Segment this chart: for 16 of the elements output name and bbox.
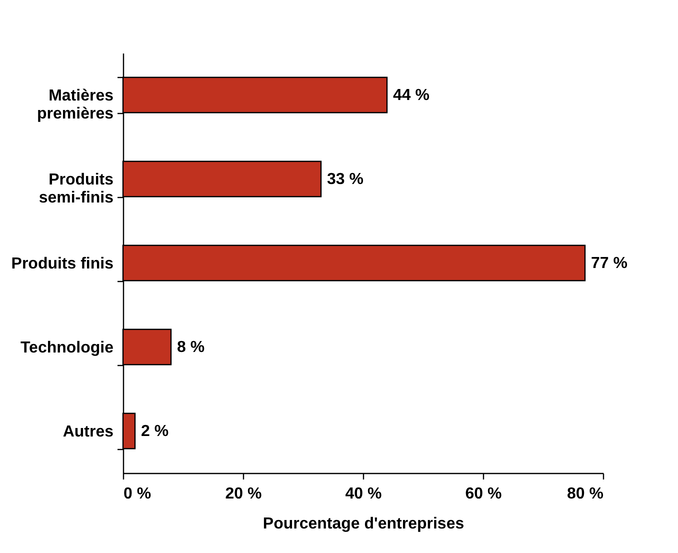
y-tick-label: Produits finis [11,256,114,272]
x-tick-label: 0 % [124,486,152,502]
data-label: 77 % [591,255,628,272]
data-label: 33 % [327,171,364,188]
y-tick-label: Produits semi-finis [38,172,114,206]
x-axis-title: Pourcentage d'entreprises [262,516,464,532]
data-label: 8 % [177,339,205,356]
x-tick-label: 40 % [345,486,382,502]
y-tick-label: Technologie [20,340,114,356]
data-label: 44 % [393,87,430,104]
y-tick-label: Matières premières [37,88,114,122]
x-tick-label: 20 % [225,486,262,502]
x-tick-label: 80 % [567,486,604,502]
y-tick-label: Autres [62,424,114,440]
data-label: 2 % [141,423,169,440]
x-tick-label: 60 % [465,486,502,502]
